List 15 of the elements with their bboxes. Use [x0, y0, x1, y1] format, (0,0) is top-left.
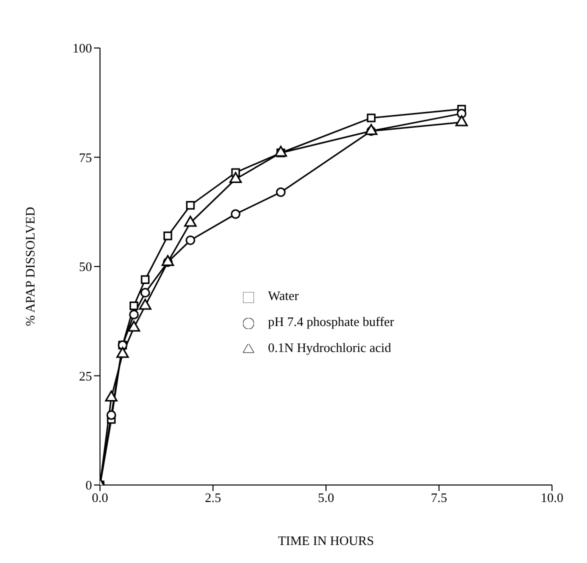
x-tick-label: 0.0	[92, 490, 108, 506]
legend-label: pH 7.4 phosphate buffer	[268, 314, 394, 329]
y-tick-label: 50	[79, 259, 92, 274]
x-tick-label: 2.5	[204, 490, 222, 506]
y-tick-label: 100	[72, 40, 92, 56]
x-tick-label: 7.5	[430, 490, 448, 506]
y-tick-label: 0	[86, 478, 92, 493]
y-tick-label: 75	[79, 150, 92, 165]
x-axis-title: TIME IN HOURS	[278, 533, 374, 548]
y-axis-title: % APAP DISSOLVED	[22, 206, 38, 326]
x-tick-label: 5.0	[318, 490, 334, 506]
x-tick-label: 10.0	[540, 490, 564, 506]
y-tick-label: 25	[79, 368, 92, 384]
legend-label: Water	[268, 288, 299, 303]
legend-label: 0.1N Hydrochloric acid	[268, 340, 392, 355]
